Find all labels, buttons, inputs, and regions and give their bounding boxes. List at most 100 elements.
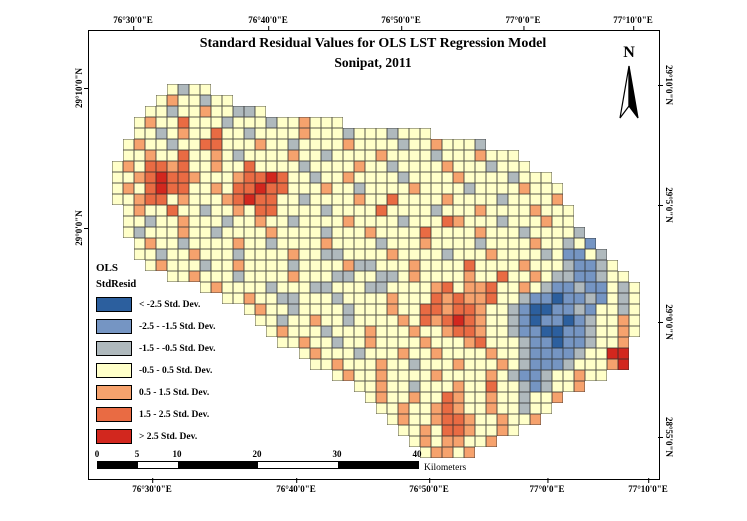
map-cell	[387, 260, 398, 271]
map-cell	[321, 271, 332, 282]
map-cell	[299, 293, 310, 304]
map-cell	[475, 381, 486, 392]
map-cell	[156, 161, 167, 172]
north-label: N	[623, 44, 635, 61]
map-cell	[354, 271, 365, 282]
map-cell	[189, 216, 200, 227]
map-cell	[123, 227, 134, 238]
map-cell	[464, 183, 475, 194]
map-cell	[497, 282, 508, 293]
map-cell	[343, 139, 354, 150]
map-cell	[343, 227, 354, 238]
map-cell	[244, 293, 255, 304]
map-cell	[530, 205, 541, 216]
map-cell	[552, 304, 563, 315]
map-cell	[607, 326, 618, 337]
map-cell	[244, 128, 255, 139]
map-cell	[343, 337, 354, 348]
map-cell	[156, 106, 167, 117]
map-cell	[431, 249, 442, 260]
map-cell	[387, 183, 398, 194]
map-cell	[266, 194, 277, 205]
map-cell	[519, 216, 530, 227]
map-cell	[475, 370, 486, 381]
map-cell	[233, 139, 244, 150]
map-cell	[464, 359, 475, 370]
map-subtitle: Sonipat, 2011	[334, 55, 412, 70]
map-cell	[398, 139, 409, 150]
map-cell	[420, 414, 431, 425]
map-cell	[332, 139, 343, 150]
map-cell	[376, 238, 387, 249]
map-cell	[222, 293, 233, 304]
map-cell	[134, 216, 145, 227]
map-cell	[387, 128, 398, 139]
map-cell	[442, 238, 453, 249]
map-cell	[541, 315, 552, 326]
map-cell	[431, 282, 442, 293]
coord-label-left-0: 29°10'0"N	[74, 67, 84, 109]
map-cell	[255, 117, 266, 128]
map-cell	[508, 403, 519, 414]
map-cell	[453, 414, 464, 425]
coord-label-bottom-2: 76°50'0"E	[409, 478, 449, 494]
map-cell	[332, 304, 343, 315]
map-cell	[442, 436, 453, 447]
map-cell	[464, 436, 475, 447]
map-cell	[420, 392, 431, 403]
map-cell	[321, 139, 332, 150]
map-cell	[398, 348, 409, 359]
map-cell	[354, 172, 365, 183]
map-cell	[145, 117, 156, 128]
map-cell	[585, 238, 596, 249]
scalebar-segment	[178, 462, 258, 468]
map-cell	[255, 139, 266, 150]
map-cell	[475, 436, 486, 447]
map-cell	[442, 216, 453, 227]
map-cell	[332, 216, 343, 227]
map-cell	[244, 150, 255, 161]
legend-subtitle: StdResid	[96, 279, 137, 290]
map-cell	[343, 216, 354, 227]
map-cell	[409, 282, 420, 293]
map-cell	[508, 337, 519, 348]
map-cell	[431, 216, 442, 227]
map-cell	[178, 194, 189, 205]
map-cell	[277, 293, 288, 304]
map-cell	[431, 139, 442, 150]
map-cell	[332, 370, 343, 381]
map-cell	[310, 194, 321, 205]
map-cell	[222, 271, 233, 282]
map-cell	[464, 282, 475, 293]
map-cell	[541, 304, 552, 315]
map-cell	[618, 337, 629, 348]
map-cell	[497, 216, 508, 227]
map-cell	[431, 348, 442, 359]
map-cell	[288, 315, 299, 326]
map-cell	[431, 370, 442, 381]
map-cell	[585, 271, 596, 282]
map-cell	[332, 183, 343, 194]
map-cell	[442, 205, 453, 216]
map-cell	[453, 205, 464, 216]
map-cell	[266, 249, 277, 260]
map-cell	[475, 205, 486, 216]
map-cell	[288, 249, 299, 260]
map-cell	[343, 271, 354, 282]
map-cell	[431, 227, 442, 238]
map-cell	[442, 194, 453, 205]
map-cell	[596, 359, 607, 370]
map-cell	[266, 238, 277, 249]
map-cell	[464, 403, 475, 414]
map-cell	[530, 304, 541, 315]
map-cell	[233, 205, 244, 216]
map-cell	[431, 161, 442, 172]
map-cell	[453, 260, 464, 271]
map-cell	[596, 370, 607, 381]
map-cell	[266, 282, 277, 293]
map-cell	[365, 216, 376, 227]
map-cell	[167, 260, 178, 271]
map-cell	[156, 260, 167, 271]
map-cell	[222, 260, 233, 271]
map-cell	[288, 128, 299, 139]
